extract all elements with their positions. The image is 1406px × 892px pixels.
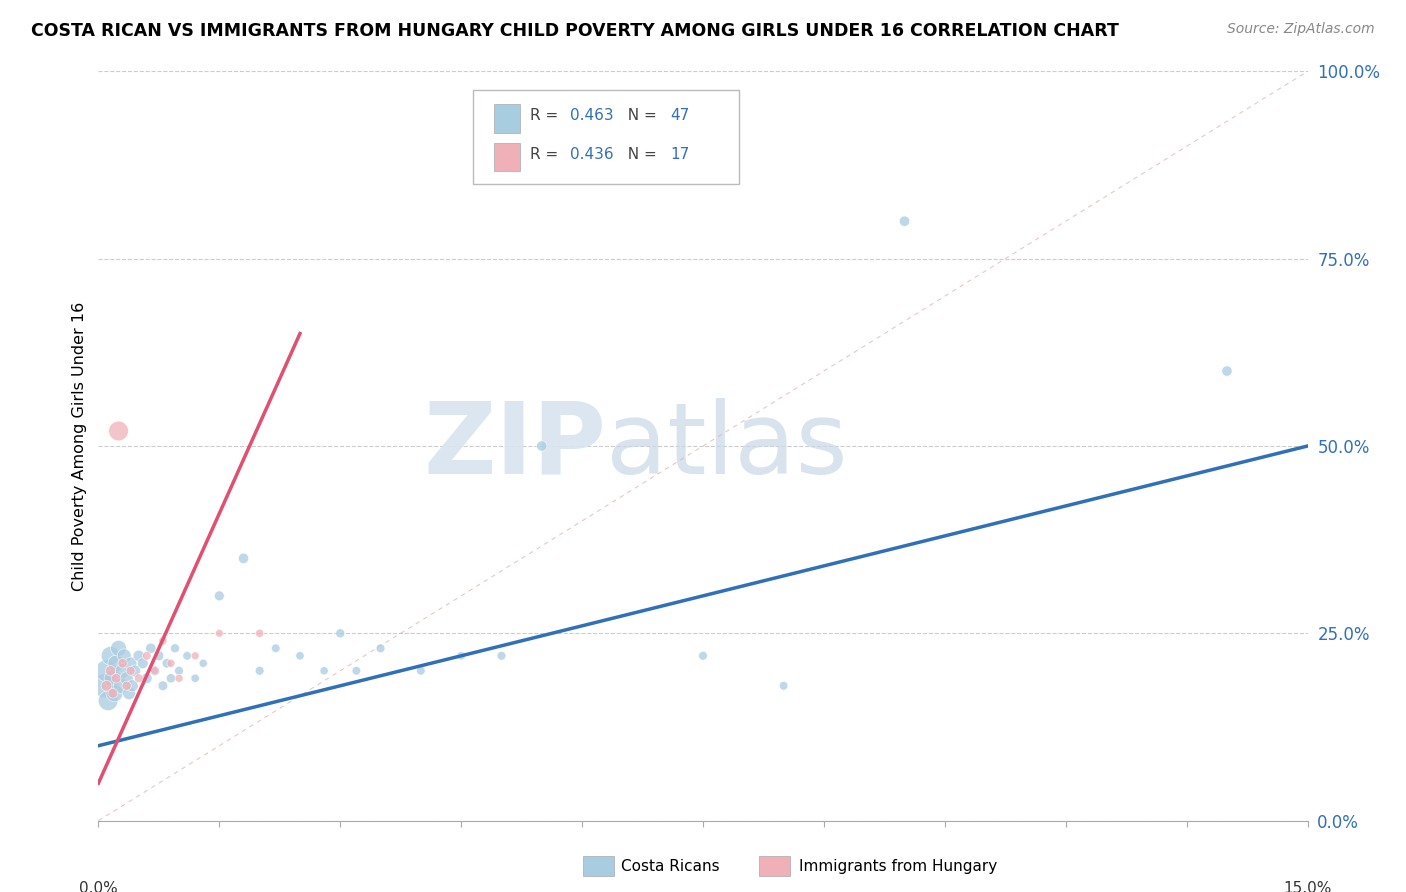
Point	[120, 664, 142, 678]
Point	[156, 657, 179, 671]
Point	[344, 664, 367, 678]
Point	[208, 589, 231, 603]
Point	[167, 671, 190, 685]
Text: COSTA RICAN VS IMMIGRANTS FROM HUNGARY CHILD POVERTY AMONG GIRLS UNDER 16 CORREL: COSTA RICAN VS IMMIGRANTS FROM HUNGARY C…	[31, 22, 1119, 40]
Point	[128, 648, 150, 663]
Point	[143, 664, 166, 678]
Point	[264, 641, 287, 656]
Point	[193, 657, 215, 671]
Point	[94, 679, 117, 693]
Text: N =: N =	[619, 108, 662, 123]
Point	[329, 626, 352, 640]
Point	[100, 664, 122, 678]
Point	[893, 214, 915, 228]
Point	[107, 641, 129, 656]
Point	[692, 648, 714, 663]
Point	[118, 686, 141, 700]
Bar	[494, 143, 520, 171]
Point	[97, 694, 120, 708]
Text: 0.463: 0.463	[569, 108, 613, 123]
Point	[107, 424, 129, 438]
Text: R =: R =	[530, 146, 564, 161]
Text: Costa Ricans: Costa Ricans	[621, 859, 720, 873]
Point	[101, 671, 124, 685]
Point	[110, 679, 132, 693]
Bar	[494, 104, 520, 133]
Point	[96, 664, 118, 678]
Point	[143, 664, 166, 678]
Text: atlas: atlas	[606, 398, 848, 494]
Point	[112, 648, 135, 663]
Point	[491, 648, 513, 663]
Point	[249, 626, 271, 640]
Text: Immigrants from Hungary: Immigrants from Hungary	[799, 859, 997, 873]
Point	[184, 648, 207, 663]
Point	[772, 679, 794, 693]
Text: Source: ZipAtlas.com: Source: ZipAtlas.com	[1227, 22, 1375, 37]
Point	[530, 439, 553, 453]
Point	[160, 671, 183, 685]
Point	[105, 671, 128, 685]
Point	[111, 664, 134, 678]
FancyBboxPatch shape	[474, 90, 740, 184]
Point	[96, 679, 118, 693]
Point	[152, 679, 174, 693]
Point	[249, 664, 271, 678]
Point	[128, 671, 150, 685]
Text: 47: 47	[671, 108, 689, 123]
Point	[208, 626, 231, 640]
Point	[167, 664, 190, 678]
Point	[135, 671, 157, 685]
Point	[314, 664, 336, 678]
Text: 0.436: 0.436	[569, 146, 613, 161]
Point	[100, 648, 122, 663]
Point	[124, 664, 146, 678]
Point	[152, 633, 174, 648]
Point	[288, 648, 311, 663]
Point	[105, 657, 128, 671]
Point	[184, 671, 207, 685]
Point	[115, 671, 138, 685]
Point	[450, 648, 472, 663]
Point	[101, 686, 124, 700]
Point	[176, 648, 198, 663]
Point	[148, 648, 170, 663]
Text: 17: 17	[671, 146, 689, 161]
Point	[120, 657, 142, 671]
Text: N =: N =	[619, 146, 662, 161]
Y-axis label: Child Poverty Among Girls Under 16: Child Poverty Among Girls Under 16	[72, 301, 87, 591]
Point	[111, 657, 134, 671]
Text: R =: R =	[530, 108, 564, 123]
Point	[1216, 364, 1239, 378]
Point	[115, 679, 138, 693]
Text: ZIP: ZIP	[423, 398, 606, 494]
Point	[232, 551, 254, 566]
Point	[160, 657, 183, 671]
Point	[103, 686, 125, 700]
Text: 15.0%: 15.0%	[1284, 880, 1331, 892]
Point	[132, 657, 155, 671]
Point	[409, 664, 432, 678]
Point	[163, 641, 186, 656]
Point	[121, 679, 143, 693]
Point	[139, 641, 162, 656]
Text: 0.0%: 0.0%	[79, 880, 118, 892]
Point	[370, 641, 392, 656]
Point	[135, 648, 157, 663]
